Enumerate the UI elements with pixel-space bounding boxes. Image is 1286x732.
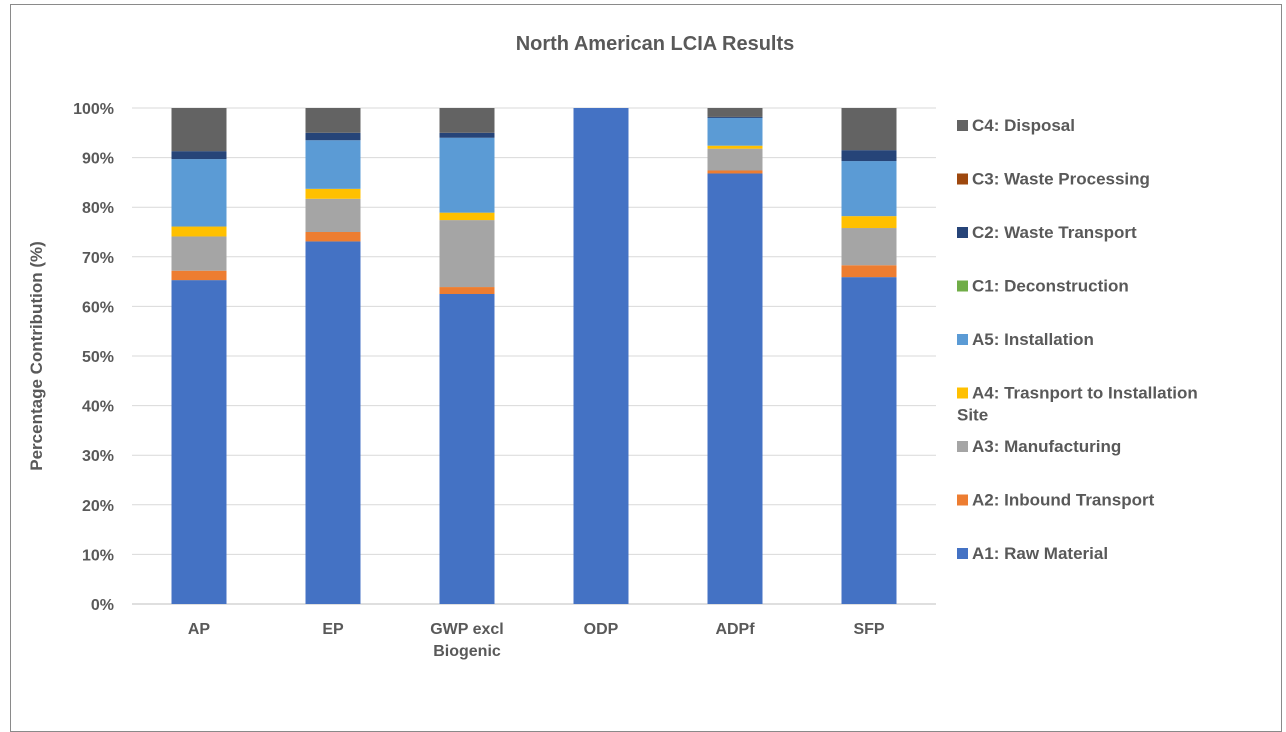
bar-segment <box>439 132 495 138</box>
y-tick-label: 10% <box>82 547 114 564</box>
y-tick-label: 0% <box>91 597 114 614</box>
bar-segment <box>841 216 897 229</box>
legend-entry: A3: Manufacturing <box>972 437 1121 456</box>
bar-segment <box>305 132 361 141</box>
legend-swatch <box>957 280 968 292</box>
bar-segment <box>305 188 361 199</box>
bar-segment <box>439 287 495 294</box>
bar-segment <box>707 170 763 174</box>
y-tick-label: 40% <box>82 399 114 416</box>
legend-swatch <box>957 173 968 185</box>
legend-entry: C2: Waste Transport <box>972 223 1137 242</box>
legend-swatch <box>957 548 968 559</box>
bar-segment <box>171 280 227 604</box>
bar-segment <box>707 116 763 118</box>
x-tick-label: AP <box>188 621 211 638</box>
bar-segment <box>439 212 495 221</box>
legend-entry: A2: Inbound Transport <box>972 491 1155 510</box>
y-tick-label: 30% <box>82 448 114 465</box>
bar-segment <box>707 117 763 146</box>
bar-segment <box>841 265 897 278</box>
legend-swatch <box>957 441 968 452</box>
bar-segment <box>305 198 361 232</box>
gridlines <box>132 107 936 605</box>
x-tick-label: SFP <box>853 621 884 638</box>
bar-segment <box>305 232 361 242</box>
legend-entry: A4: Trasnport to Installation Site <box>957 384 1198 425</box>
y-tick-label: 70% <box>82 250 114 267</box>
y-tick-label: 50% <box>82 349 114 366</box>
y-tick-label: 100% <box>73 101 114 118</box>
bar-segment <box>707 173 763 605</box>
y-tick-label: 90% <box>82 151 114 168</box>
bar-segment <box>841 228 897 266</box>
legend-swatch <box>957 494 968 506</box>
bar-segment <box>707 108 763 117</box>
legend-swatch <box>957 387 968 399</box>
y-tick-label: 20% <box>82 498 114 515</box>
legend-entry: C4: Disposal <box>972 116 1075 135</box>
bar-segment <box>171 270 227 281</box>
bar-segment <box>841 277 897 604</box>
bar-segment <box>841 161 897 217</box>
y-axis-label: Percentage Contribution (%) <box>27 241 46 471</box>
x-tick-labels: AP EP GWP excl Biogenic ODP ADPf SFP <box>188 621 885 660</box>
bar-segment <box>707 148 763 171</box>
bar-segment <box>439 220 495 288</box>
legend: C4: Disposal C3: Waste Processing C2: Wast… <box>957 116 1198 563</box>
y-tick-labels: 0% 10% 20% 30% 40% 50% 60% 70% 80% 90% 100% <box>73 101 114 614</box>
chart-title: North American LCIA Results <box>516 33 795 55</box>
y-tick-label: 60% <box>82 299 114 316</box>
legend-entry: C3: Waste Processing <box>972 170 1150 189</box>
bar-segment <box>439 294 495 604</box>
bar-segment <box>841 150 897 162</box>
legend-entry: A1: Raw Material <box>972 544 1108 563</box>
x-tick-label: ADPf <box>715 621 755 638</box>
bar-segment <box>573 108 629 604</box>
bar-segment <box>171 108 227 152</box>
bar-segment <box>171 151 227 160</box>
bar-segment <box>841 108 897 151</box>
x-tick-label: EP <box>322 621 344 638</box>
y-tick-label: 80% <box>82 200 114 217</box>
legend-entry: C1: Deconstruction <box>972 277 1129 296</box>
bar-segment <box>171 159 227 227</box>
bar-segment <box>439 108 495 133</box>
bar-segment <box>707 145 763 149</box>
x-tick-label: GWP excl Biogenic <box>430 621 504 660</box>
bar-segment <box>305 241 361 604</box>
bar-segment <box>305 140 361 189</box>
x-tick-label: ODP <box>584 621 619 638</box>
bar-segment <box>305 108 361 133</box>
bar-segment <box>439 137 495 213</box>
bars-group <box>171 108 897 605</box>
legend-entry: A5: Installation <box>972 330 1094 349</box>
legend-swatch <box>957 334 968 345</box>
legend-swatch <box>957 120 968 131</box>
legend-swatch <box>957 227 968 238</box>
bar-segment <box>171 236 227 271</box>
bar-segment <box>171 226 227 237</box>
